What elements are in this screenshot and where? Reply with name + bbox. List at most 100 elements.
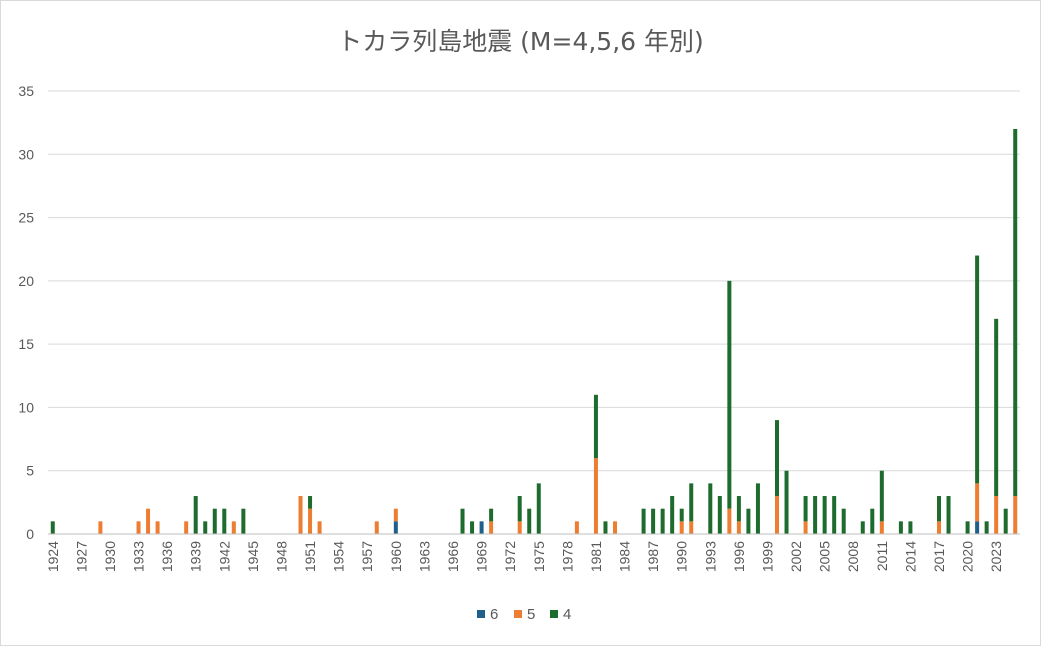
x-tick-label: 1969 <box>474 541 490 572</box>
bar-series-4-1981 <box>593 394 598 459</box>
legend-swatch-4 <box>550 610 558 618</box>
bar-series-5-1983 <box>613 521 617 534</box>
bar-series-5-1981 <box>593 458 598 534</box>
bar-series-4-2017 <box>937 496 941 522</box>
bar-series-4-1990 <box>679 508 684 522</box>
x-tick-label: 2017 <box>931 541 947 572</box>
x-tick-label: 2014 <box>902 541 918 572</box>
chart-title: トカラ列島地震 (M=4,5,6 年別) <box>337 27 704 56</box>
x-tick-label: 1972 <box>502 541 518 572</box>
bar-series-5-1996 <box>736 521 741 534</box>
bar-series-4-1995 <box>727 280 732 509</box>
bar-series-4-2010 <box>870 508 875 534</box>
bar-series-4-2022 <box>984 521 989 534</box>
bar-series-4-2001 <box>784 470 789 534</box>
bar-series-4-2003 <box>803 496 808 522</box>
bar-series-5-1970 <box>489 521 494 534</box>
x-tick-label: 1942 <box>216 541 232 572</box>
bar-series-5-1973 <box>517 521 522 534</box>
bar-series-5-2017 <box>937 521 941 534</box>
y-tick-label: 35 <box>18 83 34 99</box>
axes: 0 5 10 15 20 25 30 35 1924 1927 1930 1933 1936 1939 19… <box>18 83 1020 572</box>
bar-series-4-2000 <box>775 420 779 497</box>
bar-series-4-1991 <box>689 483 694 522</box>
x-tick-label: 2020 <box>960 541 976 572</box>
x-tick-label: 1975 <box>531 541 547 572</box>
bar-series-4-1975 <box>536 483 541 534</box>
y-tick-label: 5 <box>26 463 34 479</box>
bar-series-5-1960 <box>393 508 398 522</box>
x-tick-label: 2002 <box>788 541 804 572</box>
bar-series-4-1998 <box>755 483 760 534</box>
legend-swatch-5 <box>514 610 522 618</box>
bar-series-5-2003 <box>803 521 808 534</box>
legend-label-6: 6 <box>490 606 498 623</box>
bar-series-5-2011 <box>879 521 884 534</box>
bar-series-4-1987 <box>651 508 656 534</box>
x-tick-label: 1987 <box>645 541 661 572</box>
bar-series-4-1924 <box>50 521 55 534</box>
y-tick-label: 0 <box>26 526 34 542</box>
x-tick-label: 1951 <box>302 541 318 572</box>
y-tick-label: 15 <box>18 336 34 352</box>
bar-series-4-1994 <box>717 496 722 534</box>
x-tick-label: 1981 <box>588 541 604 572</box>
y-tick-label: 25 <box>18 210 34 226</box>
bar-series-5-1933 <box>136 521 141 534</box>
bar-series-4-1996 <box>736 496 741 522</box>
x-tick-label: 1984 <box>617 541 633 572</box>
bar-series-4-2014 <box>908 521 913 534</box>
bar-series-5-1951 <box>308 508 313 534</box>
bar-series-5-2000 <box>775 496 779 534</box>
x-tick-label: 1930 <box>102 541 118 572</box>
bar-series-5-1979 <box>574 521 579 534</box>
bar-series-5-1958 <box>374 521 379 534</box>
y-tick-label: 10 <box>18 399 34 415</box>
bars <box>50 128 1018 534</box>
bar-series-4-2024 <box>1003 508 1008 534</box>
bar-series-4-2005 <box>822 496 827 534</box>
bar-series-5-1938 <box>184 521 189 534</box>
x-tick-label: 1990 <box>674 541 690 572</box>
bar-series-4-1942 <box>222 508 227 534</box>
bar-series-4-1973 <box>517 496 522 522</box>
bar-series-4-1989 <box>670 496 675 534</box>
x-tick-label: 1945 <box>245 541 261 572</box>
bar-series-5-1929 <box>98 521 103 534</box>
bar-series-5-2025 <box>1013 496 1018 534</box>
bar-series-4-1944 <box>241 508 246 534</box>
bar-series-4-1967 <box>460 508 465 534</box>
bar-series-4-2018 <box>946 496 951 534</box>
gridlines <box>48 90 1020 472</box>
bar-series-4-1993 <box>708 483 713 534</box>
legend-label-4: 4 <box>563 606 571 623</box>
bar-series-4-1939 <box>193 496 198 534</box>
x-tick-label: 2011 <box>874 541 890 571</box>
bar-series-4-1988 <box>660 508 665 534</box>
bar-series-5-1991 <box>689 521 694 534</box>
x-tick-label: 1957 <box>359 541 375 572</box>
x-tick-label: 1933 <box>131 541 147 572</box>
x-tick-label: 1954 <box>331 541 347 572</box>
bar-series-4-2011 <box>879 470 884 522</box>
x-tick-label: 1936 <box>159 541 175 572</box>
x-tick-label: 1978 <box>559 541 575 572</box>
y-tick-label: 30 <box>18 146 34 162</box>
bar-series-4-1941 <box>212 508 217 534</box>
y-tick-label: 20 <box>18 273 34 289</box>
bar-series-5-1950 <box>298 496 303 534</box>
x-tick-label: 2023 <box>988 541 1004 572</box>
bar-series-4-1986 <box>641 508 646 534</box>
legend-label-5: 5 <box>527 606 535 623</box>
x-tick-label: 1963 <box>416 541 432 572</box>
x-tick-label: 1948 <box>273 541 289 572</box>
x-tick-label: 1996 <box>731 541 747 572</box>
bar-series-5-1943 <box>231 521 236 534</box>
bar-series-5-2021 <box>975 483 980 522</box>
bar-series-4-1940 <box>203 521 208 534</box>
bar-series-5-1952 <box>317 521 322 534</box>
x-tick-label: 1999 <box>759 541 775 572</box>
x-tick-label: 2005 <box>817 541 833 572</box>
bar-series-6-2021 <box>975 521 980 534</box>
